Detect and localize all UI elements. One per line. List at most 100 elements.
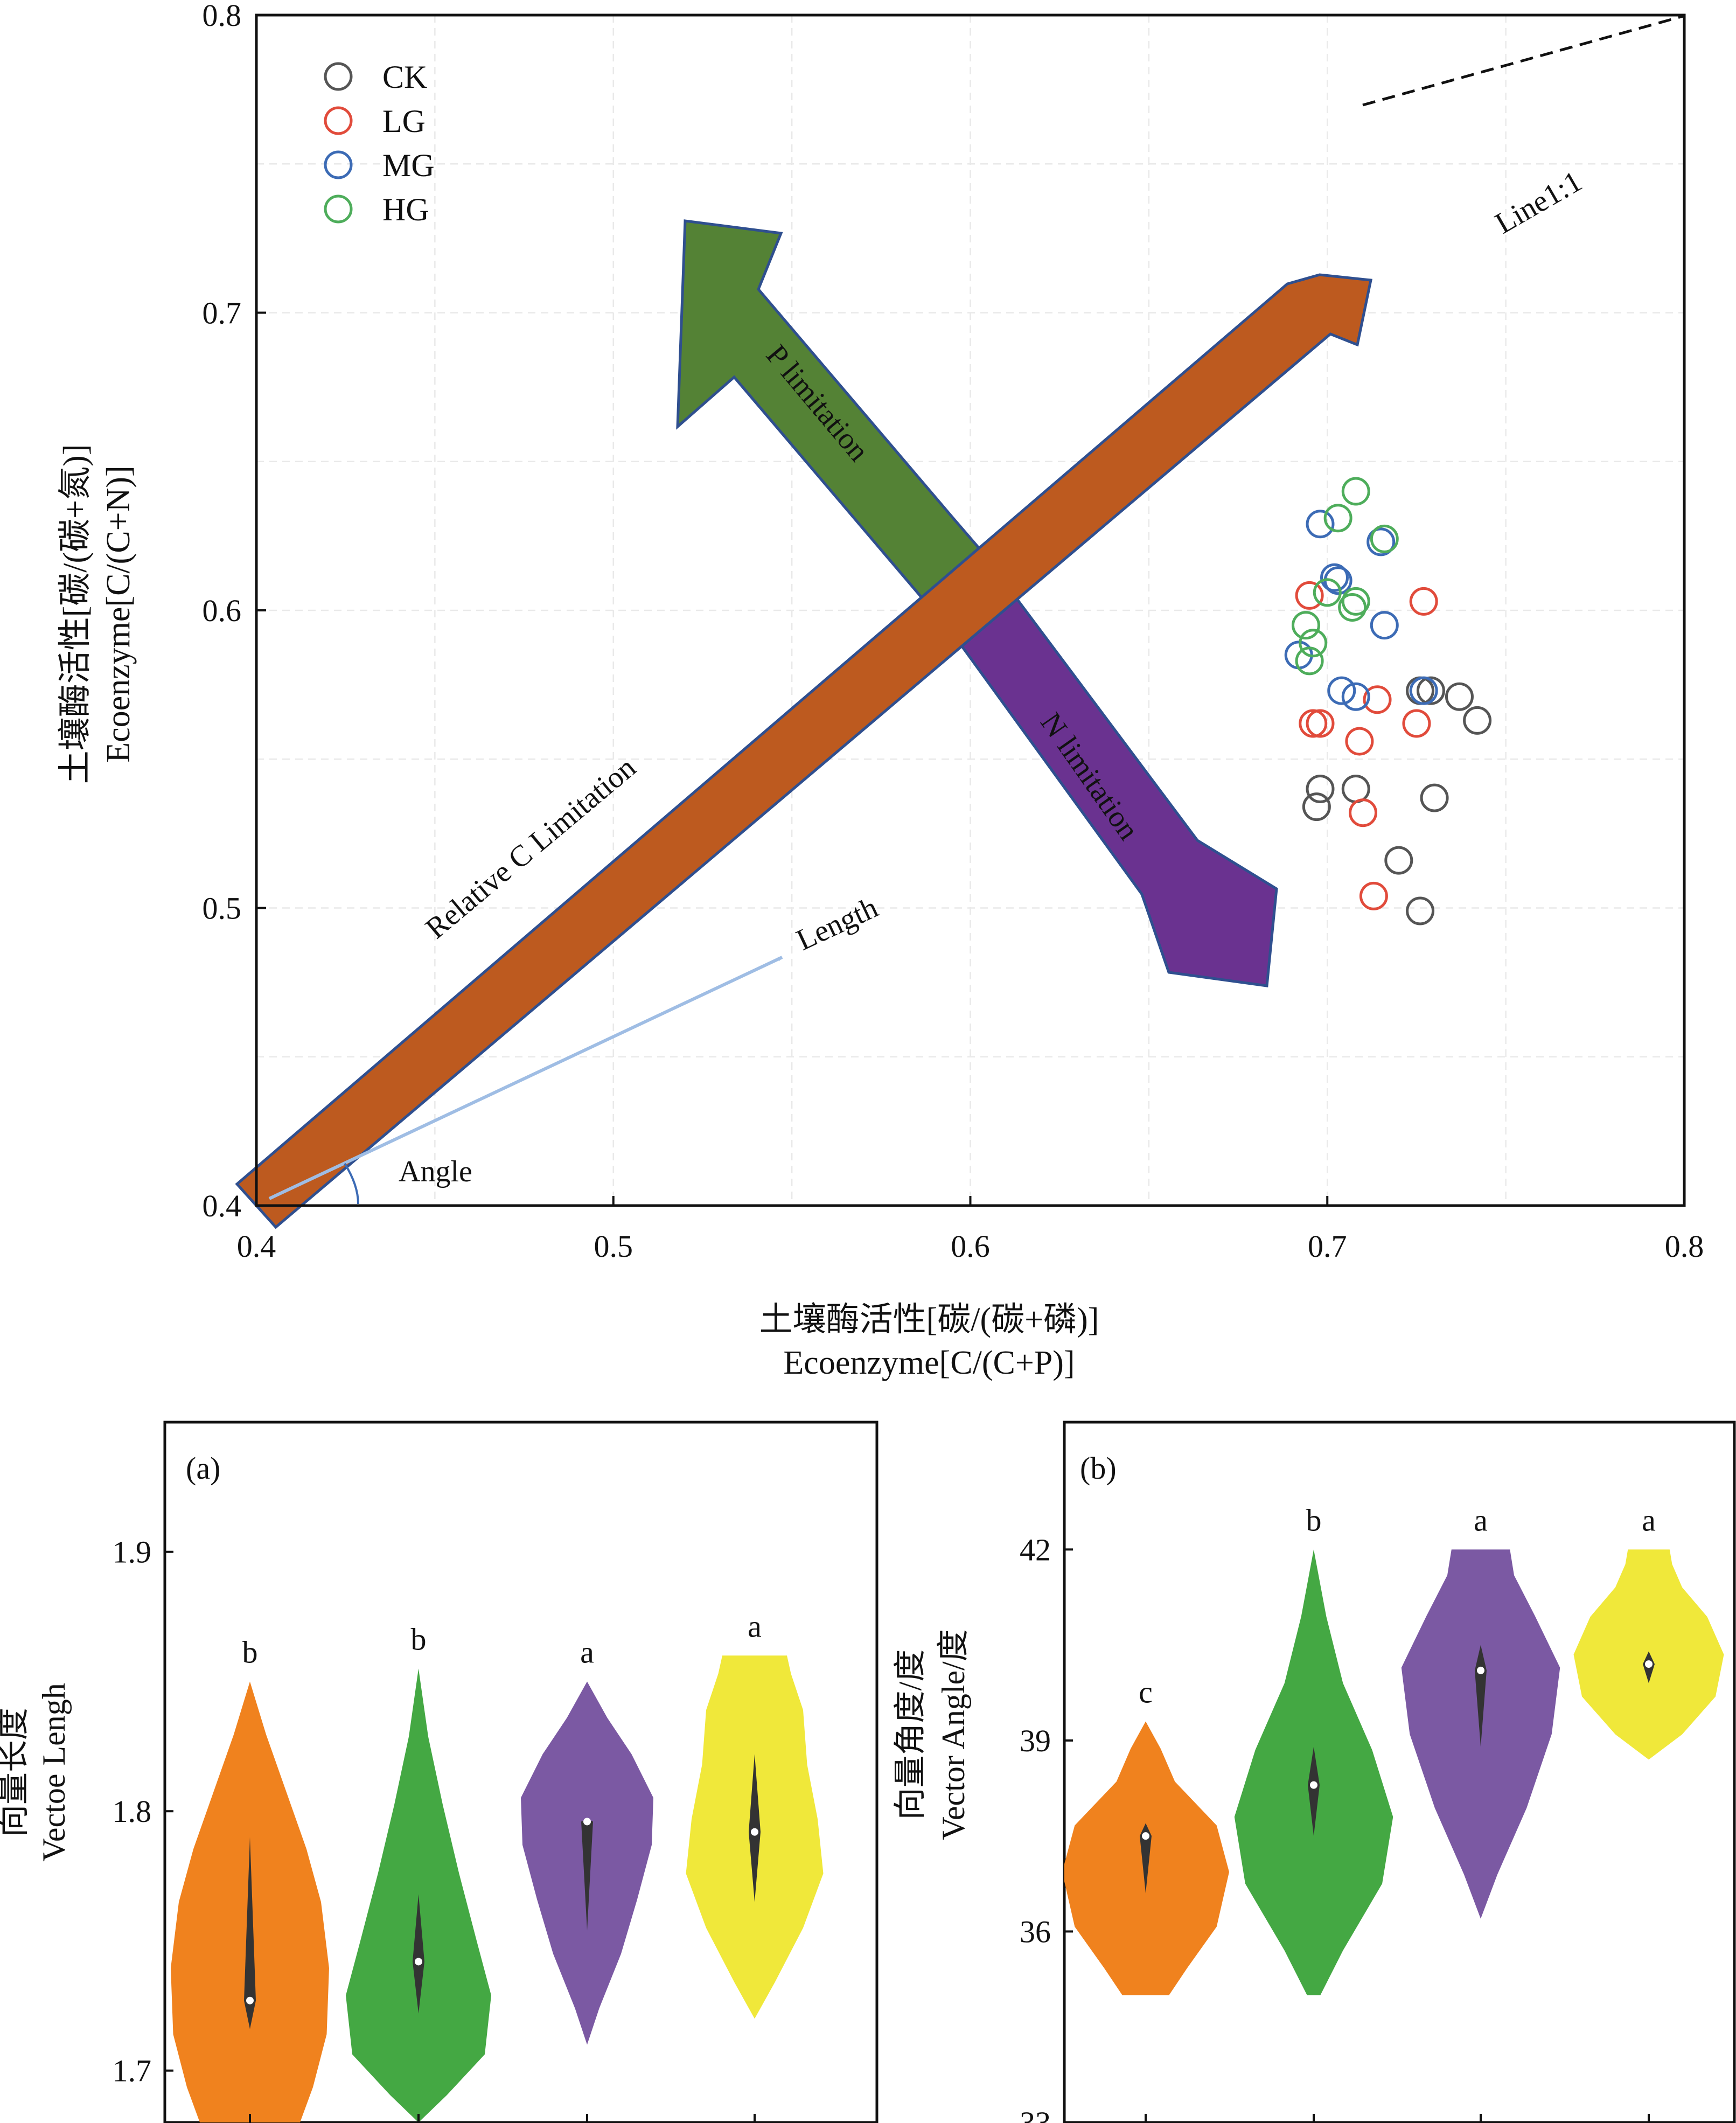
y-tick-label: 39 xyxy=(1020,1723,1051,1758)
sig-letter-ck: b xyxy=(242,1634,258,1669)
main-scatter-points xyxy=(1284,477,1492,925)
point-mg xyxy=(1409,676,1438,705)
main-ticks: 0.4 0.5 0.6 0.7 0.8 0.4 0.5 0.6 0.7 0.8 xyxy=(203,0,1704,1264)
x-axis-label-cn: 土壤酶活性[碳/(碳+磷)] xyxy=(759,1301,1099,1338)
point-ck xyxy=(1302,792,1331,822)
x-tick-label: 0.8 xyxy=(1665,1229,1704,1264)
sig-letter-mg: a xyxy=(580,1634,594,1669)
point-ck xyxy=(1406,896,1435,925)
y-tick-label: 1.7 xyxy=(113,2054,152,2089)
sig-letter-ck: c xyxy=(1139,1674,1153,1709)
y-tick-label: 1.8 xyxy=(113,1794,152,1829)
y-tick-label: 42 xyxy=(1020,1532,1051,1567)
y-tick-label: 0.5 xyxy=(203,891,242,926)
point-lg xyxy=(1295,581,1324,610)
legend-label-ck: CK xyxy=(382,59,427,95)
y-tick-label: 0.4 xyxy=(203,1188,242,1223)
point-hg xyxy=(1295,646,1324,676)
box-ck xyxy=(244,1837,256,2029)
sig-letter-mg: a xyxy=(1474,1502,1488,1537)
violins-a xyxy=(171,1655,824,2122)
point-ck xyxy=(1341,775,1370,803)
main-gridlines xyxy=(256,15,1684,1206)
box-mg xyxy=(581,1819,593,1931)
point-mg xyxy=(1327,676,1356,705)
y-tick-label: 1.9 xyxy=(113,1535,152,1570)
violin-annotations-b: cCKbLGaMGaHG33363942 xyxy=(1020,1502,1656,2123)
sig-letter-lg: b xyxy=(1306,1502,1322,1537)
x-tick-label: 0.4 xyxy=(237,1229,276,1264)
violins-b xyxy=(1064,1549,1724,1995)
point-lg xyxy=(1345,727,1374,756)
legend-label-mg: MG xyxy=(382,148,435,183)
median-lg xyxy=(1310,1781,1317,1789)
point-lg xyxy=(1359,881,1388,910)
line-1-1-label: Line1:1 xyxy=(1490,164,1588,240)
relative-c-arrow-body xyxy=(235,273,1373,1229)
point-hg xyxy=(1370,524,1399,553)
legend-label-lg: LG xyxy=(382,103,426,139)
median-mg xyxy=(1477,1666,1484,1674)
line-1-1 xyxy=(1362,15,1684,107)
angle-arc xyxy=(344,1163,359,1205)
point-lg xyxy=(1409,587,1438,616)
y-tick-label: 0.6 xyxy=(203,593,242,628)
y-axis-label-b-en: Vector Angle/度 xyxy=(936,1629,971,1840)
x-tick-label: 0.5 xyxy=(594,1229,633,1264)
length-vector xyxy=(268,956,783,1200)
legend-label-hg: HG xyxy=(382,192,429,227)
point-hg xyxy=(1338,593,1367,622)
violin-chart-b: cCKbLGaMGaHG33363942 (b) 向量角度/度 Vector A… xyxy=(893,1421,1736,2123)
axes-frame-b xyxy=(1063,1421,1736,2123)
legend-marker-lg xyxy=(324,106,353,135)
box-lg xyxy=(1308,1746,1320,1836)
main-chart: Line1:1 Relative C Limitation P limitati… xyxy=(57,0,1704,1381)
box-lg xyxy=(413,1894,424,2014)
point-ck xyxy=(1463,706,1492,735)
y-axis-label-b-cn: 向量角度/度 xyxy=(893,1649,928,1820)
y-axis-label-en: Ecoenzyme[C/(C+N)] xyxy=(100,465,137,762)
legend-marker-hg xyxy=(324,194,353,224)
sig-letter-hg: a xyxy=(1642,1502,1656,1537)
point-ck xyxy=(1384,846,1413,875)
violin-chart-a: bCKbLGaMGaHG1.71.81.9 (a) 向量长度 Vectoe Le… xyxy=(0,1421,879,2123)
point-ck xyxy=(1445,682,1474,711)
x-axis-label-en: Ecoenzyme[C/(C+P)] xyxy=(783,1345,1075,1381)
median-ck xyxy=(246,1996,254,2004)
y-axis-label-a-cn: 向量长度 xyxy=(0,1708,31,1837)
sig-letter-hg: a xyxy=(748,1609,762,1644)
point-lg xyxy=(1306,709,1335,738)
legend: CK LG MG HG xyxy=(324,59,435,227)
y-tick-label: 0.7 xyxy=(203,296,242,331)
point-lg xyxy=(1363,685,1392,714)
point-lg xyxy=(1299,709,1328,738)
box-hg xyxy=(749,1754,761,1902)
point-hg xyxy=(1291,611,1320,640)
point-ck xyxy=(1306,775,1335,803)
panel-label-a: (a) xyxy=(186,1451,220,1486)
legend-marker-mg xyxy=(324,150,353,179)
median-hg xyxy=(1645,1660,1653,1668)
point-lg xyxy=(1349,798,1378,827)
point-hg xyxy=(1341,587,1370,616)
y-axis-label-a-en: Vectoe Lengh xyxy=(36,1683,72,1862)
point-hg xyxy=(1323,504,1352,533)
p-limitation-arrow xyxy=(676,219,985,607)
point-hg xyxy=(1341,477,1370,506)
length-label: Length xyxy=(791,891,883,957)
box-ck xyxy=(1140,1823,1152,1894)
legend-marker-ck xyxy=(324,62,353,91)
x-tick-label: 0.7 xyxy=(1308,1229,1347,1264)
y-axis-label-cn: 土壤酶活性[碳/(碳+氮)] xyxy=(57,444,94,784)
point-hg xyxy=(1299,629,1328,658)
x-tick-label: 0.6 xyxy=(951,1229,990,1264)
violin-annotations-a: bCKbLGaMGaHG1.71.81.9 xyxy=(113,1535,762,2122)
axes-frame-a xyxy=(163,1421,879,2123)
y-tick-label: 0.8 xyxy=(203,0,242,33)
point-ck xyxy=(1416,676,1445,705)
point-lg xyxy=(1402,709,1431,738)
point-mg xyxy=(1306,510,1335,539)
median-ck xyxy=(1142,1832,1149,1840)
panel-label-b: (b) xyxy=(1080,1451,1117,1486)
median-hg xyxy=(751,1828,758,1836)
